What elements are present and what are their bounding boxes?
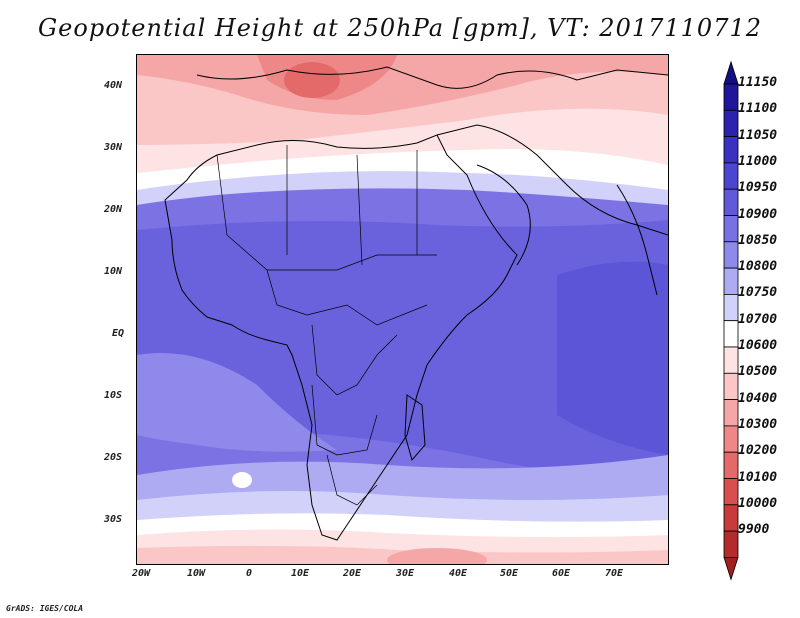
y-tick-label: 40N: [104, 80, 123, 91]
colorbar-label: 10900: [738, 206, 778, 222]
colorbar-label: 10700: [738, 311, 778, 327]
x-tick-label: 20E: [343, 568, 362, 579]
map-title: Geopotential Height at 250hPa [gpm], VT:…: [38, 14, 762, 42]
colorbar-swatch: [723, 425, 739, 453]
credit-text: GrADS: IGES/COLA: [6, 604, 84, 613]
colorbar-label: 10750: [738, 285, 778, 301]
colorbar-swatch: [723, 109, 739, 138]
colorbar-label: 11050: [738, 127, 778, 143]
colorbar-swatch: [723, 320, 739, 348]
colorbar-label: 11150: [738, 75, 778, 90]
colorbar-label: 10100: [738, 469, 778, 485]
colorbar-top-arrow: [723, 60, 739, 85]
red-sea-outline: [476, 164, 531, 266]
colorbar-label: 10600: [738, 338, 778, 353]
colorbar-label: 10850: [738, 232, 778, 248]
band-10900: [137, 353, 337, 452]
y-tick-label: 10S: [104, 390, 123, 401]
border-sahara: [286, 145, 418, 266]
colorbar-swatch: [723, 215, 739, 243]
x-tick-label: 60E: [552, 568, 571, 579]
x-tick-label: 40E: [449, 568, 468, 579]
y-tick-label: 20N: [104, 204, 123, 215]
y-tick-label: 30N: [104, 142, 123, 153]
colorbar-swatch: [723, 83, 739, 111]
border-north: [216, 154, 437, 271]
colorbar-label: 10500: [738, 364, 778, 380]
band-10400-south: [387, 548, 487, 564]
europe-outline: [196, 66, 668, 89]
band-11000: [557, 261, 668, 455]
x-tick-label: 10W: [187, 568, 206, 579]
y-tick-label: EQ: [112, 328, 125, 339]
colorbar-label: 10950: [738, 180, 778, 196]
geopotential-height-map: [136, 54, 669, 565]
x-tick-label: 50E: [500, 568, 519, 579]
colorbar-label: 10300: [738, 416, 778, 432]
y-tick-label: 10N: [104, 266, 123, 277]
x-tick-label: 0: [246, 568, 253, 579]
colorbar-swatch: [723, 346, 739, 374]
colorbar-label: 11000: [738, 153, 778, 169]
map-svg: [137, 55, 668, 564]
colorbar-label: 10200: [738, 443, 778, 459]
colorbar-swatch: [723, 530, 739, 558]
x-tick-label: 30E: [396, 568, 415, 579]
india-outline: [616, 184, 658, 296]
x-tick-label: 10E: [291, 568, 310, 579]
band-10200: [284, 62, 340, 98]
arabia-asia-outline: [436, 124, 668, 236]
colorbar-swatch: [723, 241, 739, 269]
border-south: [326, 454, 378, 506]
colorbar-swatch: [723, 451, 739, 479]
x-tick-label: 20W: [132, 568, 151, 579]
colorbar-label: 9900: [738, 522, 770, 538]
country-borders: [216, 145, 437, 506]
colorbar-label: 11100: [738, 101, 778, 117]
y-tick-label: 20S: [104, 452, 123, 463]
colorbar-swatch: [723, 293, 739, 322]
colorbar-swatch: [723, 372, 739, 400]
colorbar-swatch: [723, 136, 739, 164]
africa-outline: [164, 134, 518, 541]
colorbar-bottom-arrow: [723, 557, 739, 581]
colorbar-swatch: [723, 399, 739, 427]
x-tick-label: 70E: [605, 568, 624, 579]
coastlines: [164, 66, 668, 541]
colorbar-swatch: [723, 478, 739, 506]
border-central: [311, 324, 398, 396]
colorbar-swatch: [723, 267, 739, 295]
colorbar-label: 10000: [738, 495, 778, 511]
colorbar-swatch: [723, 188, 739, 216]
colorbar-swatch: [723, 162, 739, 190]
border-south-central: [311, 384, 378, 456]
colorbar-label: 10800: [738, 259, 778, 275]
madagascar-outline: [404, 394, 426, 462]
colorbar-swatch: [723, 504, 739, 532]
light-patch: [232, 472, 252, 488]
colorbar-label: 10400: [738, 390, 778, 406]
border-west-africa: [266, 269, 428, 326]
y-tick-label: 30S: [104, 514, 123, 525]
